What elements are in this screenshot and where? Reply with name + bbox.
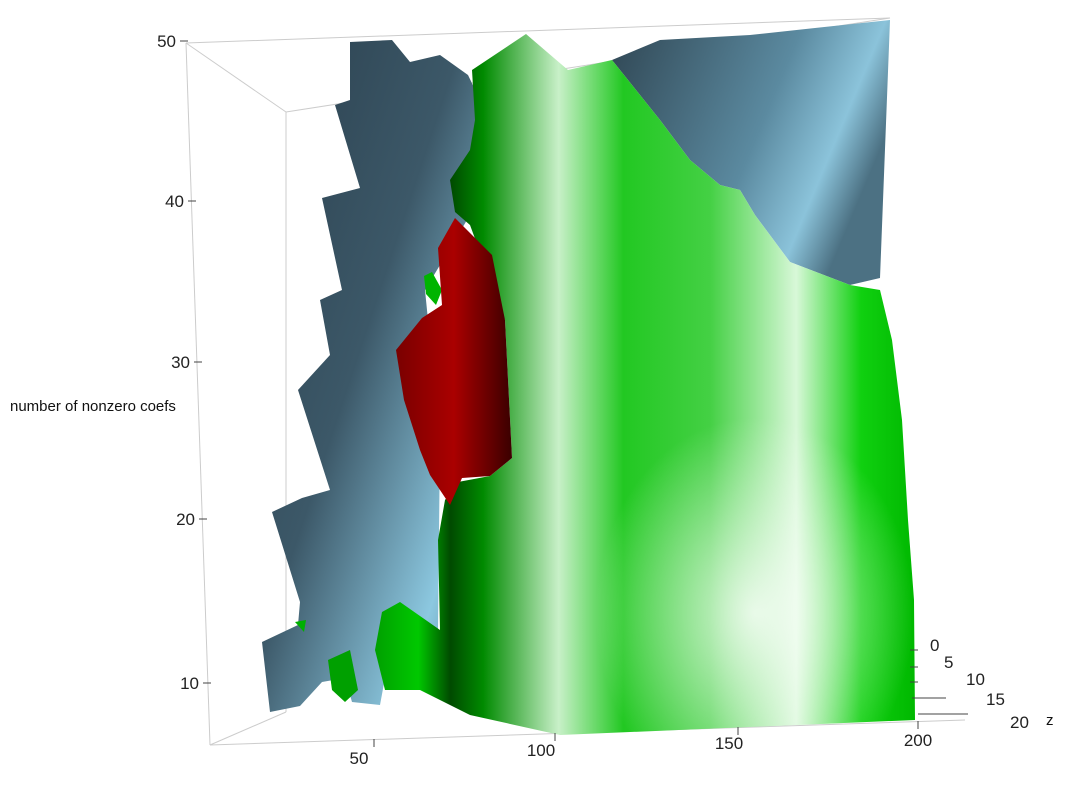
z-tick-label: 5 (944, 653, 953, 672)
z-tick-label: 10 (966, 670, 985, 689)
y-tick-label: 30 (171, 353, 190, 372)
x-tick-labels: 50 100 150 200 (350, 731, 933, 768)
surface-blue-right (612, 20, 890, 285)
surface-red (396, 218, 512, 505)
y-tick-label: 50 (157, 32, 176, 51)
y-axis-title: number of nonzero coefs (10, 398, 176, 415)
x-tick-label: 100 (527, 741, 555, 760)
surface-green (295, 34, 915, 735)
y-axis-ticks (180, 40, 211, 684)
z-axis-title: z (1046, 712, 1054, 729)
y-tick-label: 20 (176, 510, 195, 529)
x-tick-label: 50 (350, 749, 369, 768)
y-tick-labels: 50 40 30 20 10 (157, 32, 199, 693)
z-tick-labels: 0 5 10 15 20 (930, 636, 1029, 732)
x-axis-ticks (373, 721, 919, 747)
surface-blue-left (262, 40, 485, 712)
z-tick-label: 20 (1010, 713, 1029, 732)
x-tick-label: 150 (715, 734, 743, 753)
z-axis-ticks (910, 649, 968, 715)
y-tick-label: 40 (165, 192, 184, 211)
z-tick-label: 0 (930, 636, 939, 655)
y-tick-label: 10 (180, 674, 199, 693)
x-tick-label: 200 (904, 731, 932, 750)
z-tick-label: 15 (986, 690, 1005, 709)
